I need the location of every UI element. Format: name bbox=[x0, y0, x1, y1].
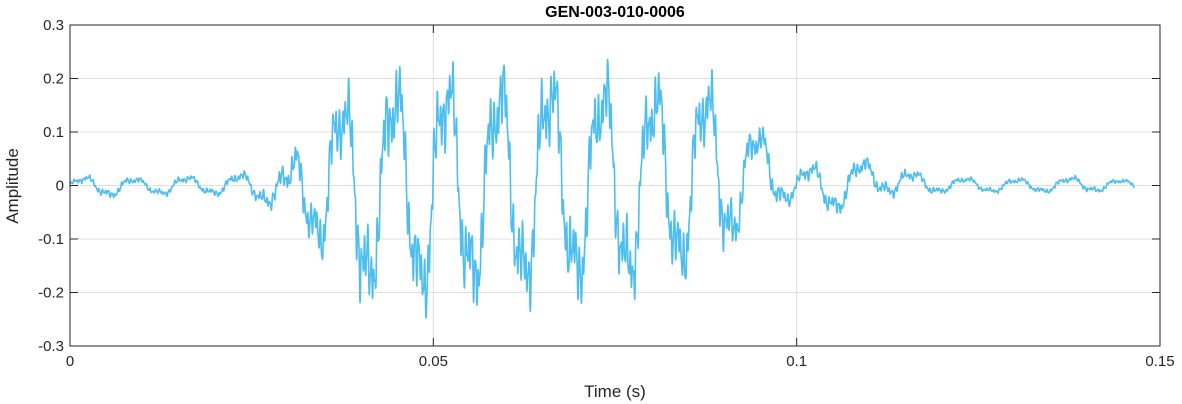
x-tick-label: 0 bbox=[66, 353, 74, 370]
signal-series bbox=[69, 58, 1136, 319]
y-tick-label: -0.3 bbox=[38, 338, 64, 355]
y-tick-label: 0 bbox=[56, 178, 64, 195]
x-tick-label: 0.15 bbox=[1145, 353, 1174, 370]
chart-title: GEN-003-010-0006 bbox=[545, 4, 685, 21]
y-tick-label: -0.1 bbox=[38, 231, 64, 248]
x-tick-label: 0.05 bbox=[419, 353, 448, 370]
y-tick-label: 0.1 bbox=[43, 124, 64, 141]
y-tick-label: 0.2 bbox=[43, 71, 64, 88]
y-axis-label: Amplitude bbox=[3, 148, 22, 224]
signal-line bbox=[69, 58, 1136, 319]
y-tick-label: 0.3 bbox=[43, 17, 64, 34]
x-tick-label: 0.1 bbox=[786, 353, 807, 370]
ticks: 0 0.05 0.1 0.15 -0.3 -0.2 -0.1 0 0.1 0.2 0.3 bbox=[38, 17, 1174, 370]
x-axis-label: Time (s) bbox=[584, 382, 646, 401]
y-tick-label: -0.2 bbox=[38, 285, 64, 302]
